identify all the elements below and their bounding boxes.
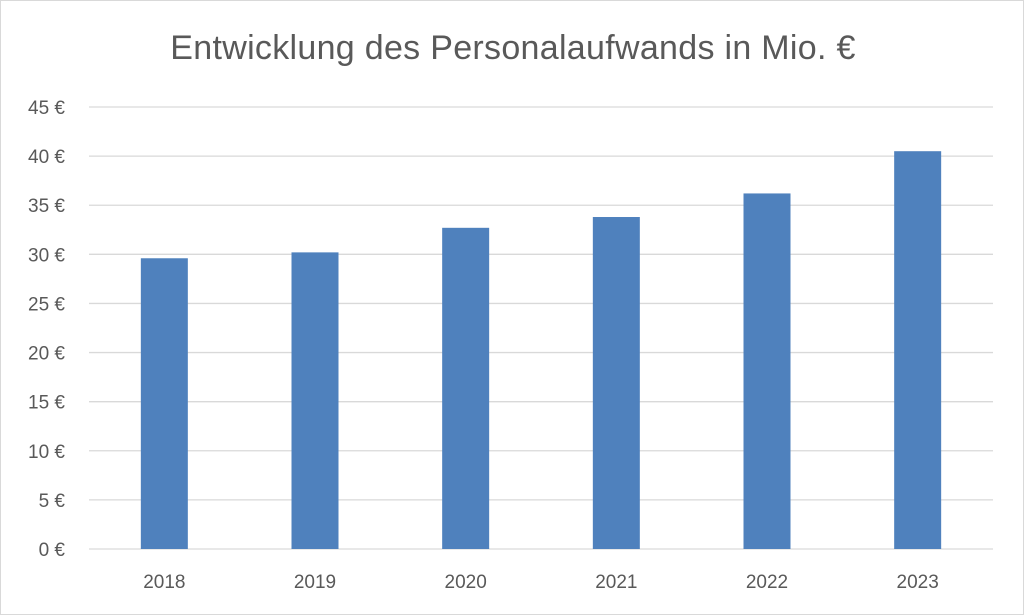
y-axis-ticks: 0 € 5 € 10 € 15 € 20 € 25 € 30 € 35 € 40 € 45 € [28, 98, 65, 561]
chart-title: Entwicklung des Personalaufwands in Mio.… [170, 29, 856, 67]
bar-2018 [140, 258, 188, 549]
x-tick-label: 2021 [595, 572, 637, 593]
bar-2020 [442, 227, 490, 549]
y-tick-label: 30 € [28, 245, 65, 266]
bar-2021 [592, 217, 640, 549]
y-tick-label: 5 € [39, 491, 66, 512]
y-tick-label: 0 € [39, 540, 66, 561]
y-tick-label: 20 € [28, 344, 65, 365]
x-tick-label: 2022 [746, 572, 788, 593]
bar-2022 [743, 193, 791, 550]
y-tick-label: 25 € [28, 294, 65, 315]
x-tick-label: 2019 [294, 572, 336, 593]
y-tick-label: 15 € [28, 393, 65, 414]
y-tick-label: 45 € [28, 98, 65, 119]
x-tick-label: 2023 [897, 572, 939, 593]
y-tick-label: 40 € [28, 147, 65, 168]
bar-2023 [894, 151, 942, 549]
x-tick-label: 2018 [143, 572, 185, 593]
y-tick-label: 35 € [28, 196, 65, 217]
y-tick-label: 10 € [28, 442, 65, 463]
bar-2019 [291, 252, 339, 549]
gridlines [89, 106, 993, 550]
x-axis-ticks: 2018 2019 2020 2021 2022 2023 [143, 572, 939, 593]
x-tick-label: 2020 [445, 572, 487, 593]
bars [140, 151, 942, 550]
